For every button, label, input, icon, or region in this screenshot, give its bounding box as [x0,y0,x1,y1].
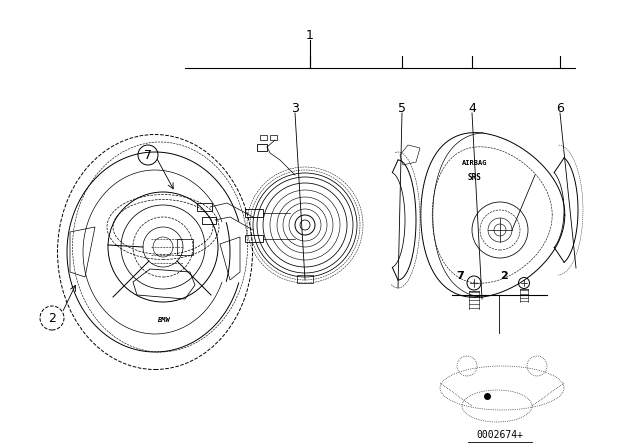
Text: 7: 7 [144,148,152,161]
Bar [257,144,267,151]
Text: 2: 2 [500,271,508,281]
Bar [197,203,212,211]
Text: 3: 3 [291,102,299,115]
Bar [270,135,277,140]
Text: 1: 1 [306,29,314,42]
Text: BMW: BMW [157,317,170,323]
Text: 2: 2 [48,311,56,324]
Text: 7: 7 [456,271,464,281]
Bar [260,135,267,140]
Text: SRS: SRS [468,172,482,181]
Text: 4: 4 [468,102,476,115]
Text: 5: 5 [398,102,406,115]
Bar [245,209,263,217]
Text: AIRBAG: AIRBAG [462,160,488,166]
Bar [245,235,263,242]
Text: 6: 6 [556,102,564,115]
Bar [297,275,313,283]
Bar [177,239,193,255]
Bar [202,217,216,224]
Text: 0002674+: 0002674+ [477,430,524,440]
